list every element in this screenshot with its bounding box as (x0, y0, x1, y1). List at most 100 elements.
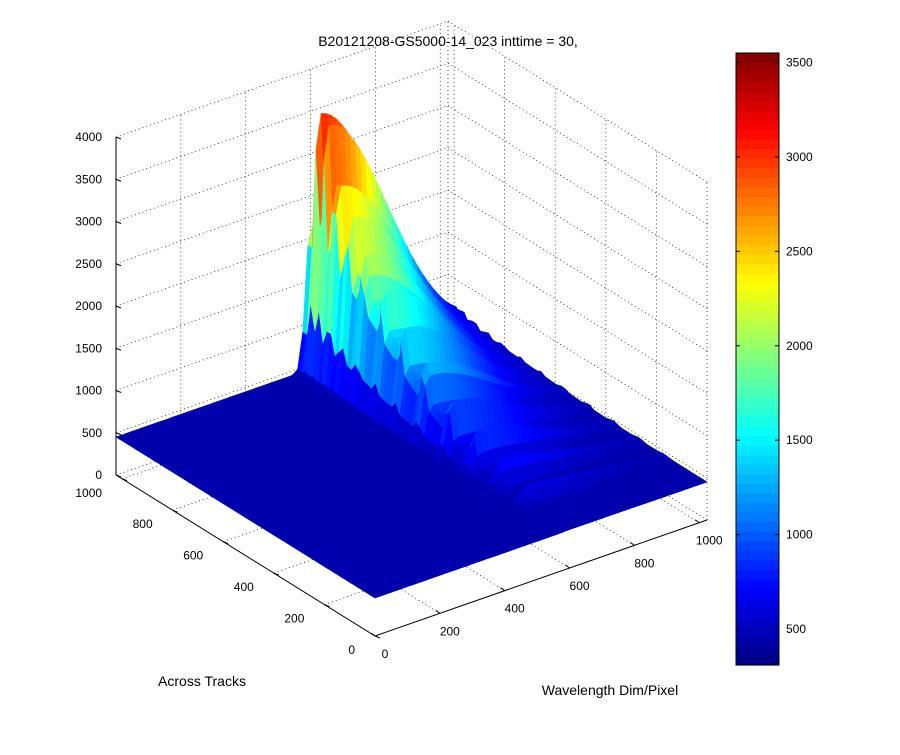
y-axis-label: Across Tracks (158, 673, 246, 689)
colorbar-swatch (736, 550, 779, 560)
colorbar-swatch (736, 82, 779, 92)
colorbar-swatch (736, 474, 779, 484)
colorbar-swatch (736, 531, 779, 541)
colorbar-swatch (736, 302, 779, 312)
chart-title: B20121208-GS5000-14_023 inttime = 30, (318, 33, 578, 49)
z-tick-mark (116, 433, 121, 435)
z-tick-label: 1000 (75, 384, 102, 398)
colorbar-swatch (736, 407, 779, 417)
z-tick-label: 0 (95, 468, 102, 482)
colorbar-swatch (736, 63, 779, 73)
colorbar-tick-label: 2000 (786, 339, 813, 353)
x-tick-mark (501, 588, 505, 591)
colorbar-swatch (736, 541, 779, 551)
z-tick-label: 2500 (75, 257, 102, 271)
y-tick-mark (375, 636, 380, 638)
colorbar-swatch (736, 340, 779, 350)
grid-line (116, 63, 448, 179)
x-tick-label: 200 (440, 624, 460, 638)
colorbar-swatch (736, 273, 779, 283)
x-tick-label: 400 (505, 602, 525, 616)
colorbar-swatch (736, 436, 779, 446)
colorbar-swatch (736, 110, 779, 120)
grid-line (448, 148, 707, 309)
colorbar-swatch (736, 292, 779, 302)
colorbar-swatch (736, 168, 779, 178)
y-tick-label: 1000 (75, 486, 102, 500)
colorbar-swatch (736, 91, 779, 101)
colorbar-swatch (736, 72, 779, 82)
y-tick-label: 600 (183, 549, 203, 563)
colorbar-swatch (736, 416, 779, 426)
colorbar-swatch (736, 455, 779, 465)
colorbar-swatch (736, 158, 779, 168)
colorbar-tick-label: 3500 (786, 55, 813, 69)
colorbar-swatch (736, 655, 779, 665)
colorbar-swatch (736, 502, 779, 512)
colorbar-swatch (736, 330, 779, 340)
colorbar-swatch (736, 321, 779, 331)
x-tick-label: 800 (634, 556, 654, 570)
colorbar-swatch (736, 397, 779, 407)
colorbar-swatch (736, 464, 779, 474)
colorbar-swatch (736, 569, 779, 579)
colorbar-tick-label: 2500 (786, 244, 813, 258)
y-tick-label: 400 (234, 580, 254, 594)
colorbar-swatch (736, 244, 779, 254)
x-tick-mark (371, 633, 375, 636)
z-tick-label: 2000 (75, 299, 102, 313)
colorbar-tick-label: 1000 (786, 528, 813, 542)
y-tick-label: 200 (284, 612, 304, 626)
colorbar-swatch (736, 130, 779, 140)
x-tick-mark (630, 542, 634, 545)
colorbar-swatch (736, 235, 779, 245)
z-tick-mark (116, 137, 121, 139)
colorbar-swatch (736, 483, 779, 493)
colorbar-swatch (736, 445, 779, 455)
x-axis-label: Wavelength Dim/Pixel (542, 682, 678, 698)
colorbar-swatch (736, 359, 779, 369)
grid-line (116, 106, 448, 222)
colorbar-swatch (736, 560, 779, 570)
colorbar-swatch (736, 349, 779, 359)
colorbar-swatch (736, 617, 779, 627)
z-tick-label: 4000 (75, 130, 102, 144)
z-tick-label: 3000 (75, 215, 102, 229)
colorbar-swatch (736, 53, 779, 63)
colorbar-swatch (736, 283, 779, 293)
x-tick-label: 1000 (696, 534, 723, 548)
surface-plot (116, 114, 707, 598)
z-tick-mark (116, 179, 121, 181)
colorbar-swatch (736, 177, 779, 187)
z-tick-mark (116, 264, 121, 266)
colorbar-swatch (736, 369, 779, 379)
z-tick-mark (116, 348, 121, 350)
grid-line (448, 190, 707, 351)
colorbar-swatch (736, 608, 779, 618)
colorbar-swatch (736, 388, 779, 398)
grid-line (448, 106, 707, 267)
x-tick-label: 0 (382, 647, 389, 661)
colorbar-swatch (736, 187, 779, 197)
colorbar-swatch (736, 493, 779, 503)
colorbar-swatch (736, 254, 779, 264)
colorbar-tick-label: 3000 (786, 150, 813, 164)
z-tick-mark (116, 306, 121, 308)
colorbar-swatch (736, 598, 779, 608)
z-tick-label: 1500 (75, 341, 102, 355)
colorbar-swatch (736, 206, 779, 216)
x-tick-label: 600 (570, 579, 590, 593)
colorbar-swatch (736, 216, 779, 226)
colorbar-swatch (736, 426, 779, 436)
colorbar-swatch (736, 512, 779, 522)
colorbar-swatch (736, 522, 779, 532)
y-tick-label: 800 (133, 517, 153, 531)
colorbar-swatch (736, 101, 779, 111)
colorbar-tick-label: 500 (786, 622, 806, 636)
colorbar-tick-label: 1500 (786, 433, 813, 447)
z-tick-label: 500 (82, 426, 102, 440)
colorbar-swatch (736, 579, 779, 589)
colorbar-swatch (736, 263, 779, 273)
colorbar-swatch (736, 149, 779, 159)
